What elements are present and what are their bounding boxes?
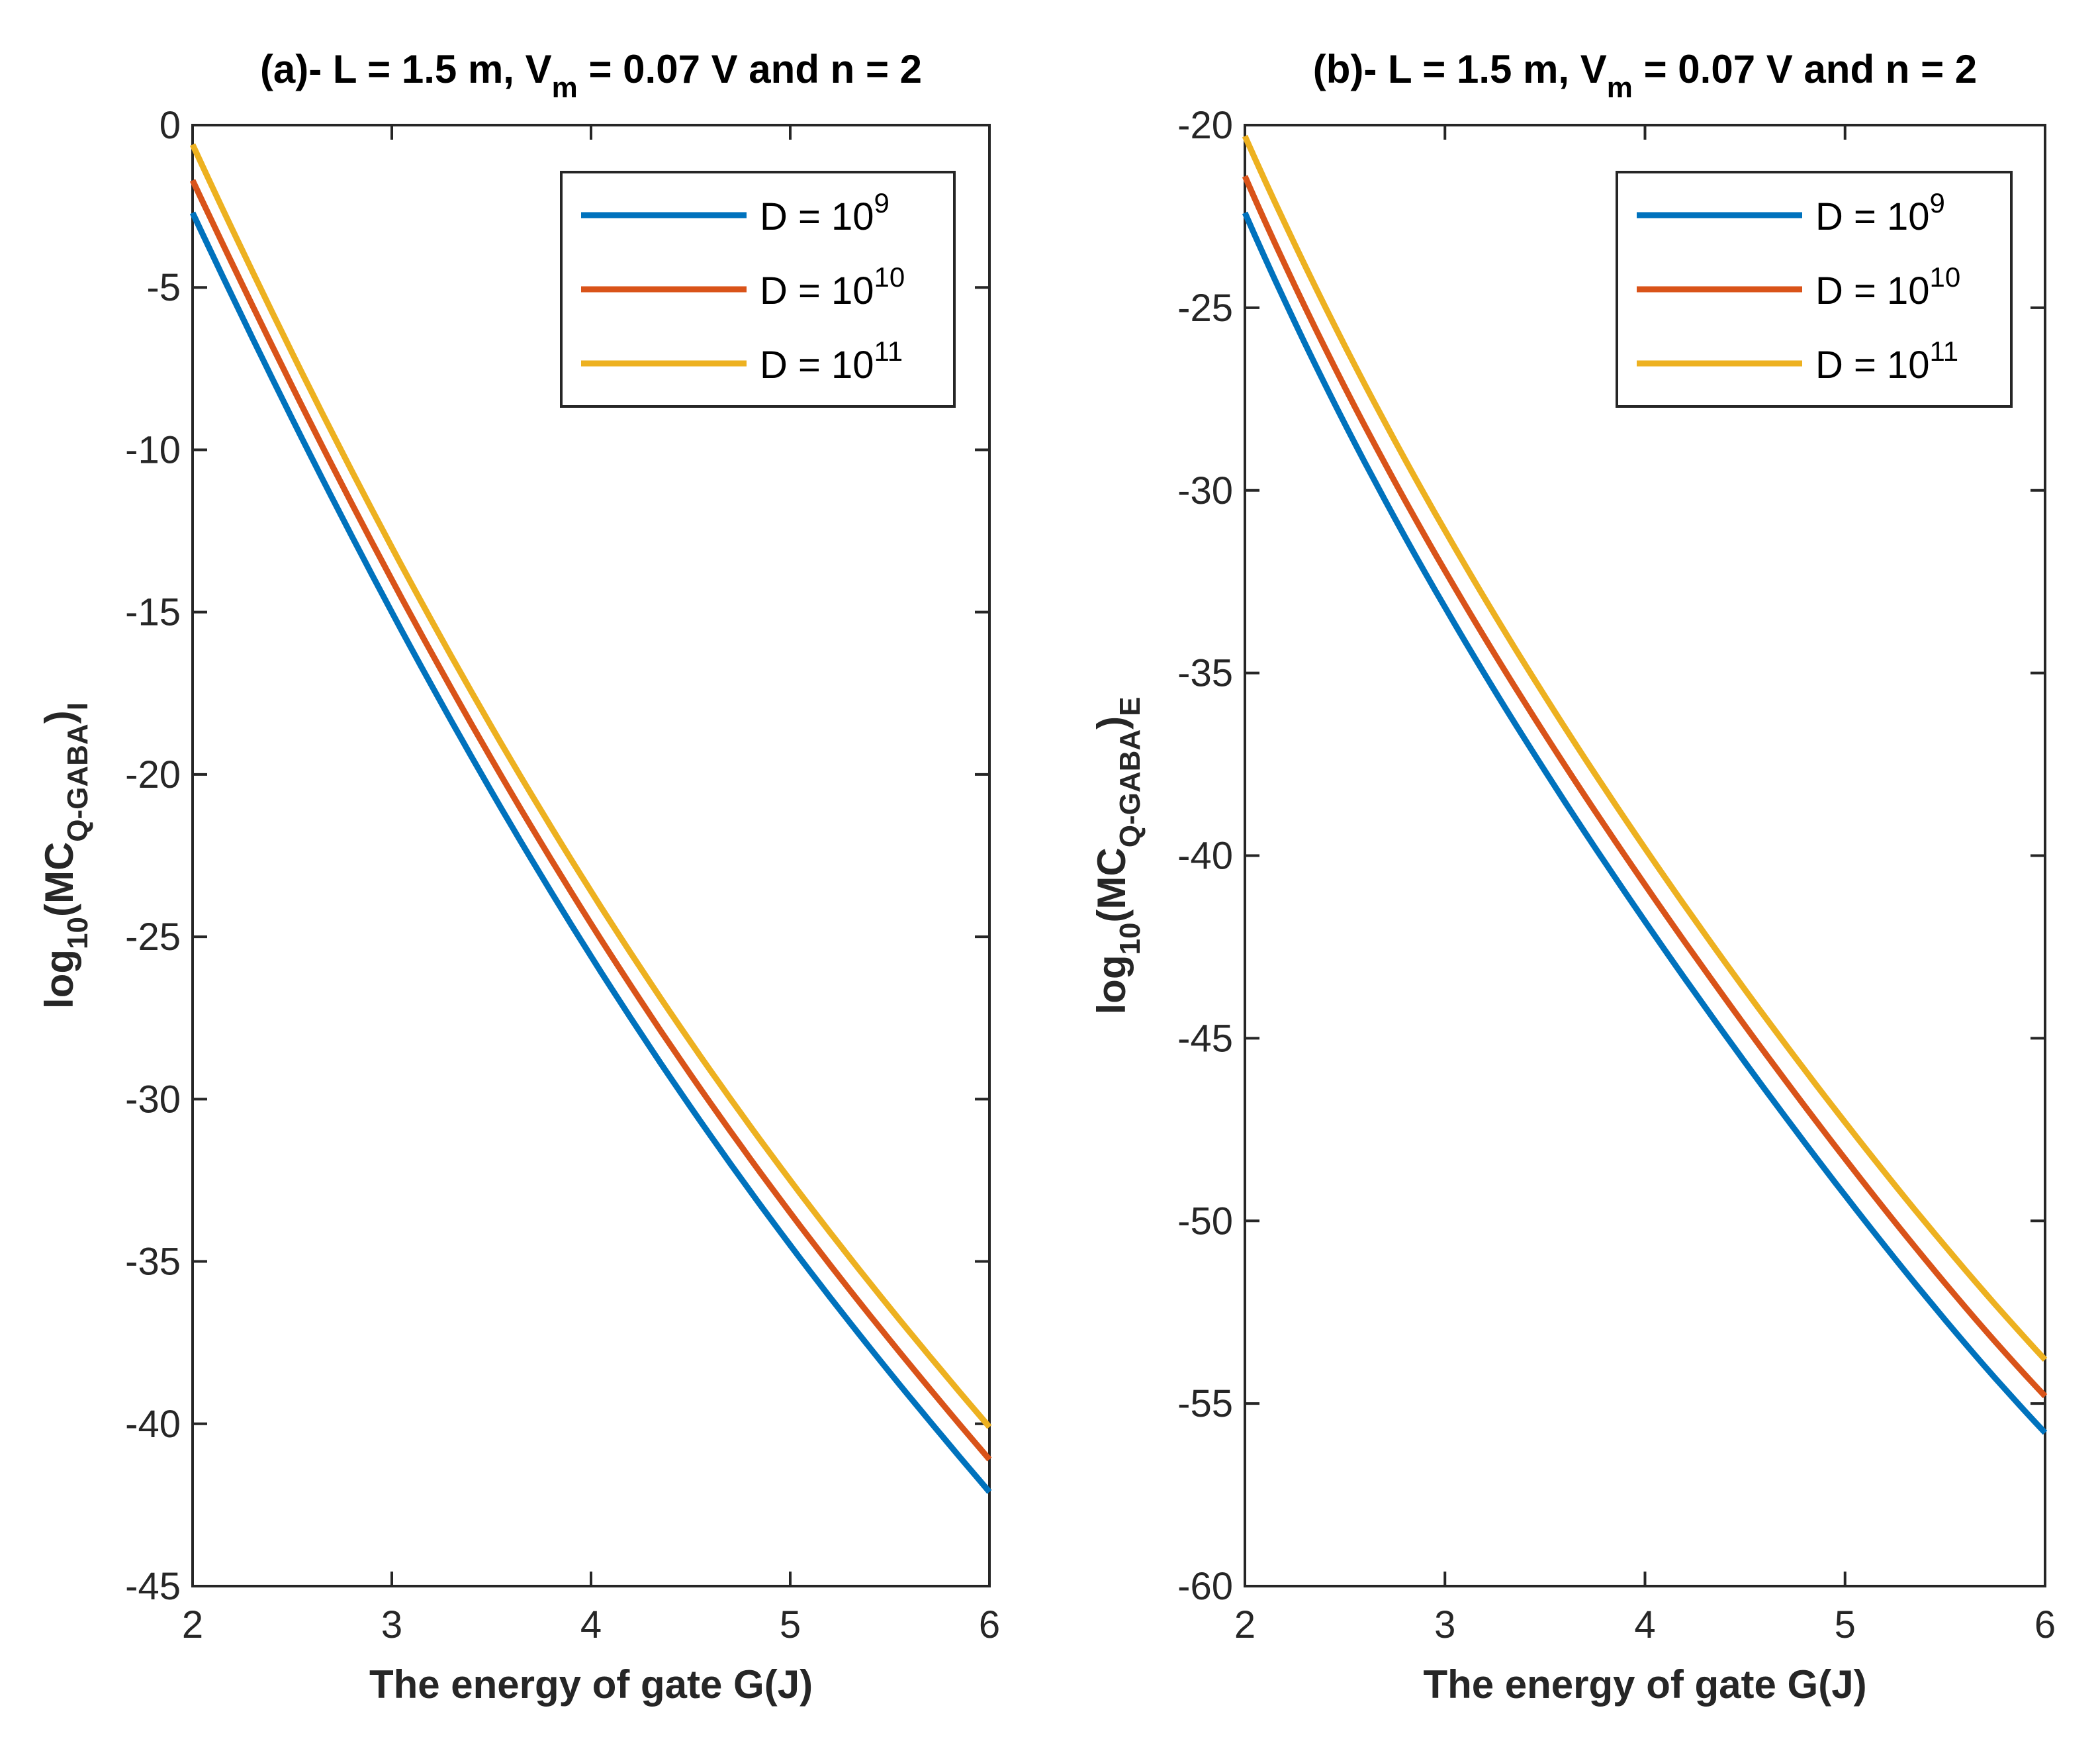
series-line-d-1e10	[189, 179, 992, 1462]
x-tick-label: 2	[182, 1603, 203, 1646]
legend-entry: D = 109	[760, 187, 890, 238]
legend-exponent: 9	[874, 187, 890, 218]
y-tick-label: -35	[1177, 652, 1233, 695]
legend-exponent: 9	[1930, 187, 1945, 218]
chart-title: (a)- L = 1.5 m, Vm = 0.07 V and n = 2	[260, 47, 922, 104]
legend-exponent: 10	[874, 261, 905, 293]
y-tick-label: -45	[1177, 1017, 1233, 1060]
y-tick-label: -25	[1177, 287, 1233, 330]
legend-exponent: 11	[874, 336, 903, 367]
title-text: (a)- L = 1.5 m, V	[260, 47, 552, 91]
y-tick-label: -20	[1177, 104, 1233, 147]
x-tick-label: 3	[1434, 1603, 1455, 1646]
y-axis-label: log10(MCQ-GABA)I	[37, 702, 94, 1009]
title-subscript: m	[1607, 71, 1633, 104]
y-tick-label: -30	[125, 1078, 181, 1121]
title-text-rest: = 0.07 V and n = 2	[578, 47, 922, 91]
y-label-part: log	[37, 949, 81, 1009]
series-line-d-1e9	[1242, 211, 2048, 1435]
y-label-part: log	[1089, 955, 1134, 1015]
y-tick-label: -20	[125, 753, 181, 796]
x-axis-label: The energy of gate G(J)	[1423, 1662, 1866, 1707]
y-tick-label: -40	[125, 1403, 181, 1446]
y-tick-label: -35	[125, 1241, 181, 1284]
x-tick-label: 6	[2034, 1603, 2056, 1646]
series-line-d-1e11	[1242, 134, 2048, 1362]
series-line-d-1e9	[189, 211, 992, 1494]
y-label-part: )	[37, 710, 81, 724]
legend-label: D = 10	[760, 344, 874, 387]
legend-label: D = 10	[1815, 269, 1930, 312]
legend-label: D = 10	[760, 195, 874, 238]
y-tick-label: -10	[125, 428, 181, 471]
legend-label: D = 10	[1815, 195, 1930, 238]
legend-exponent: 10	[1930, 261, 1961, 293]
y-label-subscript: Q-GABA	[1114, 730, 1146, 847]
y-tick-label: -25	[125, 916, 181, 959]
chart-title: (b)- L = 1.5 m, Vm = 0.07 V and n = 2	[1313, 47, 1977, 104]
y-tick-label: -45	[125, 1565, 181, 1608]
y-label-subscript: 10	[62, 917, 94, 949]
title-text-rest: = 0.07 V and n = 2	[1633, 47, 1977, 91]
panel-b: 2 3 4 5 6-20-25-30-35-40-45-50-55-60D = 109D…	[1089, 47, 2056, 1707]
panel-a: 2 3 4 5 60-5-10-15-20-25-30-35-40-45D = 109D…	[37, 47, 1000, 1707]
y-axis-label: log10(MCQ-GABA)E	[1089, 696, 1146, 1014]
y-label-subscript: Q-GABA	[62, 724, 94, 841]
legend-label: D = 10	[760, 269, 874, 312]
legend-exponent: 11	[1930, 336, 1959, 367]
y-tick-label: -30	[1177, 469, 1233, 512]
legend-entry: D = 1011	[1815, 336, 1958, 387]
y-label-subscript: I	[62, 702, 94, 710]
legend-entry: D = 109	[1815, 187, 1945, 238]
series-line-d-1e11	[189, 143, 992, 1429]
series-line-d-1e10	[1242, 175, 2048, 1399]
y-label-part: (MC	[37, 842, 81, 917]
legend-entry: D = 1010	[1815, 261, 1960, 312]
y-tick-label: -55	[1177, 1382, 1233, 1425]
y-tick-label: -40	[1177, 835, 1233, 878]
y-label-subscript: E	[1114, 696, 1146, 716]
y-tick-label: -50	[1177, 1200, 1233, 1243]
y-label-part: (MC	[1089, 847, 1134, 922]
y-label-subscript: 10	[1114, 923, 1146, 955]
legend-entry: D = 1011	[760, 336, 903, 387]
y-label-part: )	[1089, 716, 1134, 730]
y-tick-label: -15	[125, 591, 181, 634]
x-axis-label: The energy of gate G(J)	[369, 1662, 813, 1707]
title-subscript: m	[552, 71, 578, 104]
x-tick-label: 4	[580, 1603, 602, 1646]
y-tick-label: -60	[1177, 1565, 1233, 1608]
x-tick-label: 5	[780, 1603, 801, 1646]
legend-entry: D = 1010	[760, 261, 905, 312]
legend-label: D = 10	[1815, 344, 1930, 387]
title-text: (b)- L = 1.5 m, V	[1313, 47, 1607, 91]
x-tick-label: 3	[381, 1603, 402, 1646]
y-tick-label: 0	[160, 104, 181, 147]
x-tick-label: 4	[1634, 1603, 1655, 1646]
x-tick-label: 2	[1234, 1603, 1255, 1646]
x-tick-label: 5	[1835, 1603, 1856, 1646]
x-tick-label: 6	[979, 1603, 1000, 1646]
y-tick-label: -5	[146, 266, 181, 309]
